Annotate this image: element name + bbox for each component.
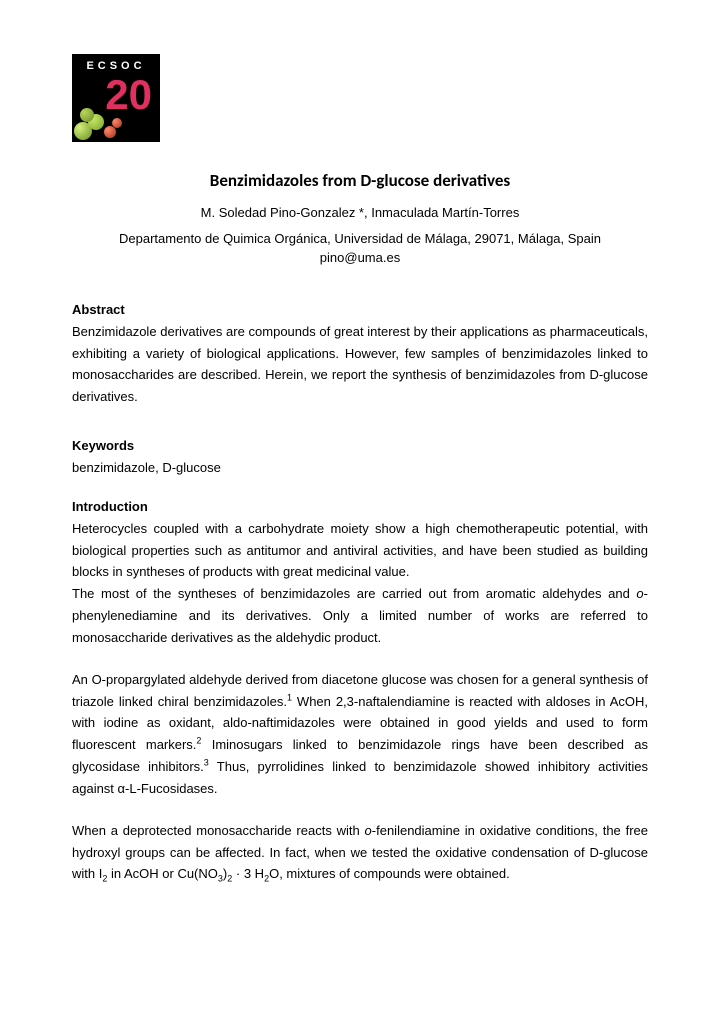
logo-molecule-icon — [74, 100, 124, 140]
intro-paragraph-1a: Heterocycles coupled with a carbohydrate… — [72, 518, 648, 583]
paper-title: Benzimidazoles from D-glucose derivative… — [72, 170, 648, 191]
intro-paragraph-1b: The most of the syntheses of benzimidazo… — [72, 583, 648, 648]
keywords-text: benzimidazole, D-glucose — [72, 457, 648, 479]
abstract-text: Benzimidazole derivatives are compounds … — [72, 321, 648, 408]
contact-email: pino@uma.es — [320, 250, 400, 265]
intro-paragraph-3: When a deprotected monosaccharide reacts… — [72, 820, 648, 885]
authors-line: M. Soledad Pino-Gonzalez *, Inmaculada M… — [72, 205, 648, 220]
affiliation-block: Departamento de Quimica Orgánica, Univer… — [72, 230, 648, 268]
conference-logo: ECSOC 20 — [72, 54, 160, 142]
keywords-heading: Keywords — [72, 438, 648, 453]
abstract-heading: Abstract — [72, 302, 648, 317]
introduction-heading: Introduction — [72, 499, 648, 514]
affiliation-text: Departamento de Quimica Orgánica, Univer… — [119, 231, 601, 246]
intro-paragraph-2: An O-propargylated aldehyde derived from… — [72, 669, 648, 800]
